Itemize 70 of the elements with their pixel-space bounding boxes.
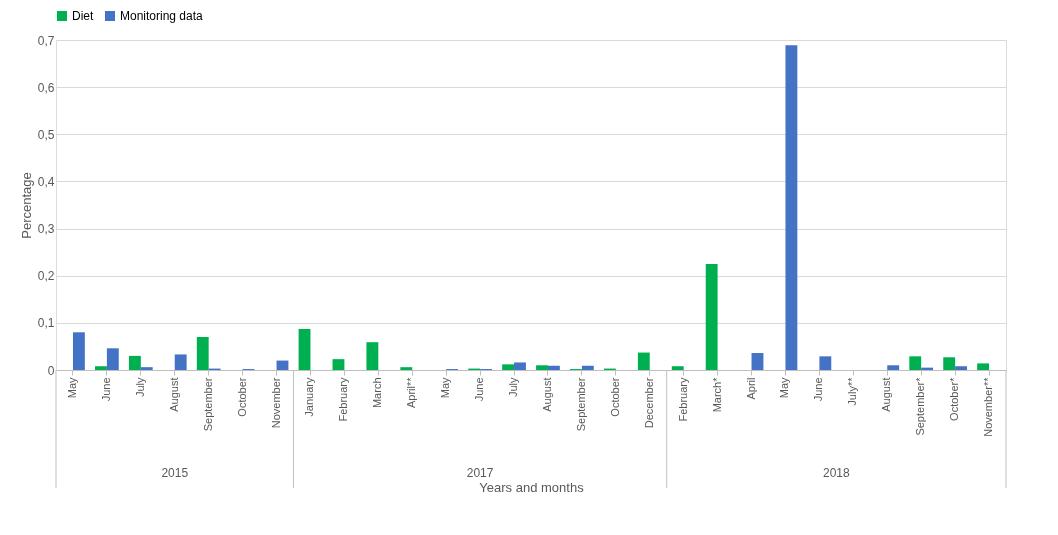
bar (637, 352, 650, 370)
bar (140, 367, 153, 370)
x-tick-label: August (167, 377, 180, 412)
y-axis-title: Percentage (18, 172, 34, 239)
bar (671, 366, 684, 370)
x-tick-label: October* (948, 376, 961, 421)
x-tick-label: October (235, 377, 248, 417)
x-tick-label: July (507, 377, 520, 398)
bar (977, 363, 990, 370)
x-axis-title: Years and months (479, 479, 585, 495)
y-tick-label: 0,3 (37, 222, 55, 237)
y-tick-label: 0 (47, 363, 55, 378)
x-tick-label: May (778, 377, 791, 399)
bar (751, 353, 764, 370)
bar (581, 365, 594, 370)
bar (196, 337, 209, 370)
y-tick-label: 0,6 (37, 80, 55, 95)
y-tick-label: 0,5 (37, 127, 55, 142)
x-tick-label: July** (846, 376, 859, 406)
x-tick-label: November** (982, 376, 995, 437)
bar (819, 356, 832, 370)
legend-label: Diet (72, 9, 95, 23)
x-tick-label: January (303, 377, 316, 417)
x-tick-label: July (133, 377, 146, 398)
y-tick-label: 0,1 (37, 316, 55, 331)
y-tick-label: 0,4 (37, 174, 55, 189)
bar (298, 328, 311, 370)
x-tick-label: May (439, 377, 452, 399)
y-tick-label: 0,2 (37, 269, 55, 284)
x-tick-label: June (473, 377, 486, 402)
bar (72, 332, 85, 370)
bar (332, 359, 345, 370)
x-tick-label: September (574, 377, 587, 432)
bar (514, 362, 526, 370)
bar (547, 365, 560, 370)
y-tick-label: 0,7 (37, 33, 55, 48)
x-tick-label: September (201, 377, 214, 432)
x-tick-label: June (812, 377, 825, 402)
bar (400, 367, 413, 370)
x-tick-label: February (676, 377, 689, 422)
bar (943, 357, 956, 370)
x-tick-label: April** (405, 376, 418, 409)
x-tick-label: November (269, 377, 282, 429)
bar (887, 365, 900, 370)
x-tick-label: December (642, 377, 655, 429)
bar (909, 356, 922, 370)
bar (502, 364, 515, 370)
text: 2018 (823, 466, 851, 480)
bar (106, 348, 119, 370)
bar (536, 365, 548, 370)
text: 2015 (161, 466, 189, 480)
x-tick-label: August (880, 377, 893, 412)
text: 2017 (466, 466, 494, 480)
bar (366, 342, 379, 370)
x-tick-label: May (65, 377, 78, 399)
x-tick-label: March* (710, 376, 723, 413)
x-tick-label: September* (914, 376, 927, 436)
x-tick-label: March (371, 377, 384, 409)
bar (128, 355, 141, 370)
bar (174, 354, 187, 370)
legend-label: Monitoring data (120, 9, 204, 23)
x-tick-label: August (540, 377, 553, 412)
bar (955, 366, 967, 370)
x-tick-label: February (337, 377, 350, 422)
bar (705, 263, 718, 370)
x-tick-label: April (744, 377, 757, 400)
x-tick-label: June (99, 377, 112, 402)
x-tick-label: October (608, 377, 621, 417)
bar (95, 366, 107, 370)
bar (785, 45, 798, 370)
